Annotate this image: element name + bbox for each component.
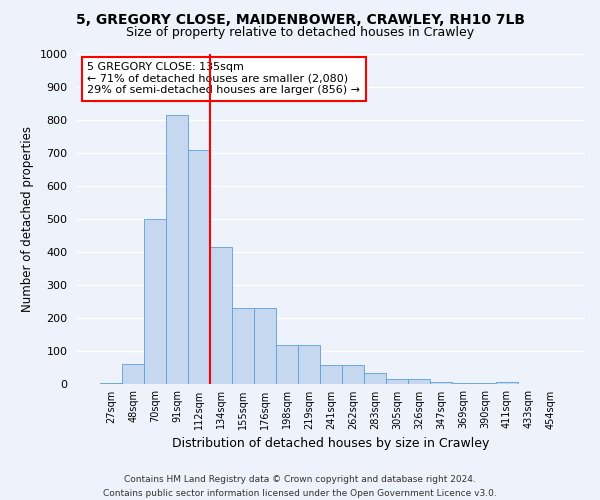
Bar: [188, 150, 210, 384]
Bar: [386, 380, 408, 384]
Text: Size of property relative to detached houses in Crawley: Size of property relative to detached ho…: [126, 26, 474, 39]
Bar: [276, 345, 298, 385]
Bar: [210, 248, 232, 384]
Bar: [254, 308, 276, 384]
Bar: [320, 366, 342, 384]
Bar: [452, 383, 474, 384]
Title: 5, GREGORY CLOSE, MAIDENBOWER, CRAWLEY, RH10 7LB
Size of property relative to de: 5, GREGORY CLOSE, MAIDENBOWER, CRAWLEY, …: [0, 499, 1, 500]
Bar: [298, 345, 320, 385]
Text: Contains HM Land Registry data © Crown copyright and database right 2024.
Contai: Contains HM Land Registry data © Crown c…: [103, 476, 497, 498]
Bar: [145, 219, 166, 384]
Text: 5 GREGORY CLOSE: 135sqm
← 71% of detached houses are smaller (2,080)
29% of semi: 5 GREGORY CLOSE: 135sqm ← 71% of detache…: [88, 62, 361, 96]
Bar: [232, 308, 254, 384]
Bar: [122, 364, 145, 384]
Bar: [166, 115, 188, 384]
X-axis label: Distribution of detached houses by size in Crawley: Distribution of detached houses by size …: [172, 437, 490, 450]
Bar: [364, 373, 386, 384]
Bar: [342, 366, 364, 384]
Bar: [474, 383, 496, 384]
Text: 5, GREGORY CLOSE, MAIDENBOWER, CRAWLEY, RH10 7LB: 5, GREGORY CLOSE, MAIDENBOWER, CRAWLEY, …: [76, 12, 524, 26]
Bar: [430, 382, 452, 384]
Bar: [496, 382, 518, 384]
Bar: [408, 380, 430, 384]
Y-axis label: Number of detached properties: Number of detached properties: [21, 126, 34, 312]
Bar: [100, 383, 122, 384]
